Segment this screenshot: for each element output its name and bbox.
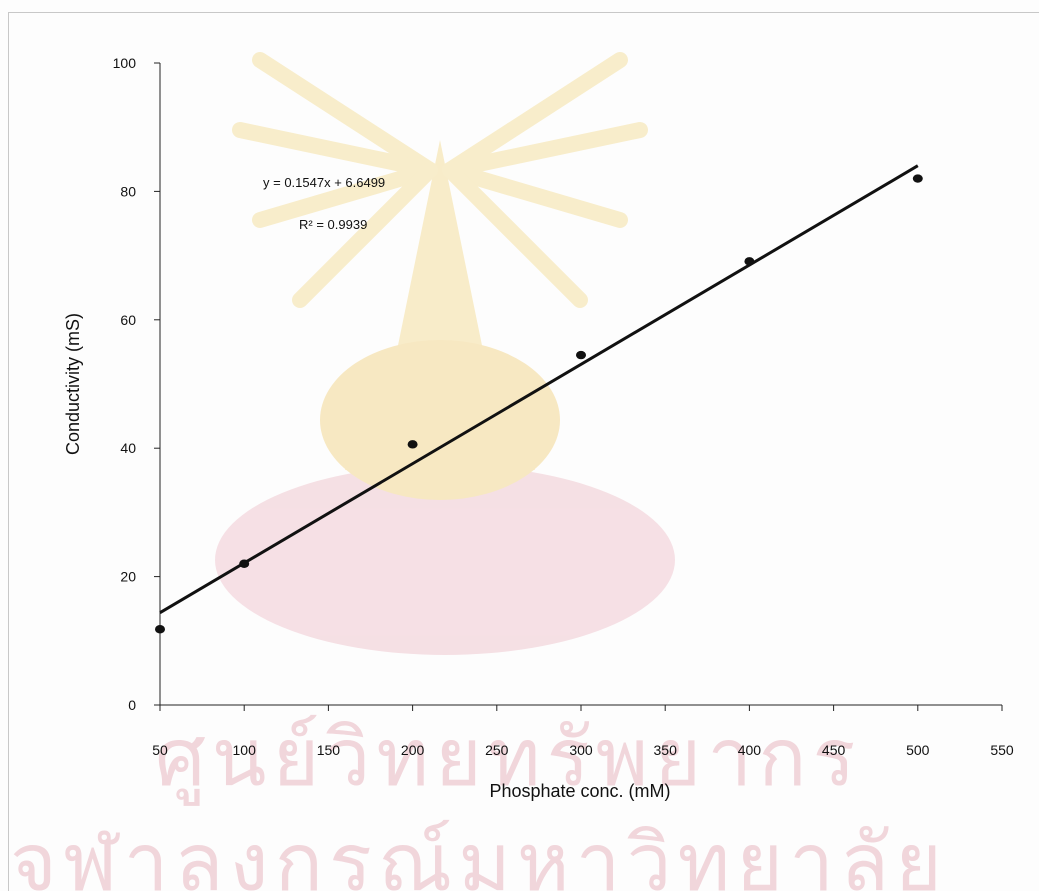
r-squared-label: R² = 0.9939	[299, 217, 367, 232]
x-tick-label: 100	[233, 742, 257, 758]
data-point	[407, 440, 418, 449]
seal-body-ellipse	[320, 340, 560, 500]
x-tick-label: 200	[401, 742, 425, 758]
y-tick-label: 100	[113, 55, 137, 71]
data-point	[155, 625, 165, 634]
x-tick-label: 450	[822, 742, 846, 758]
x-ticks: 50 100 150 200 250 300 350 400 450 500 550	[152, 705, 1014, 758]
linear-trendline	[159, 164, 919, 614]
x-tick-label: 350	[654, 742, 678, 758]
data-point	[912, 174, 923, 183]
y-tick-label: 40	[120, 440, 136, 456]
x-tick-label: 500	[906, 742, 930, 758]
trendline-equation-label: y = 0.1547x + 6.6499	[263, 175, 385, 190]
watermark-line-1: ศูนย์วิทยทรัพยากร	[155, 711, 862, 806]
x-tick-label: 150	[317, 742, 341, 758]
chart-frame	[8, 12, 1039, 891]
x-tick-label: 400	[738, 742, 762, 758]
x-axis-title: Phosphate conc. (mM)	[489, 781, 670, 801]
x-tick-label: 300	[569, 742, 593, 758]
data-point	[744, 257, 755, 266]
x-tick-label: 50	[152, 742, 168, 758]
x-tick-label: 550	[990, 742, 1014, 758]
watermark-line-2: จุฬาลงกรณ์มหาวิทยาลัย	[10, 816, 948, 891]
data-point	[239, 559, 250, 568]
y-tick-label: 0	[128, 697, 136, 713]
x-tick-label: 250	[485, 742, 509, 758]
y-tick-label: 80	[120, 183, 136, 199]
data-point	[576, 350, 586, 360]
trendline-group	[159, 164, 919, 614]
y-axis-title: Conductivity (mS)	[63, 313, 83, 455]
seal-rays	[232, 52, 648, 308]
y-tick-label: 60	[120, 312, 136, 328]
y-ticks: 0 20 40 60 80 100	[113, 55, 160, 713]
university-seal-watermark: ศูนย์วิทยทรัพยากร จุฬาลงกรณ์มหาวิทยาลัย	[10, 52, 948, 891]
data-points	[155, 174, 923, 634]
y-tick-label: 20	[120, 569, 136, 585]
